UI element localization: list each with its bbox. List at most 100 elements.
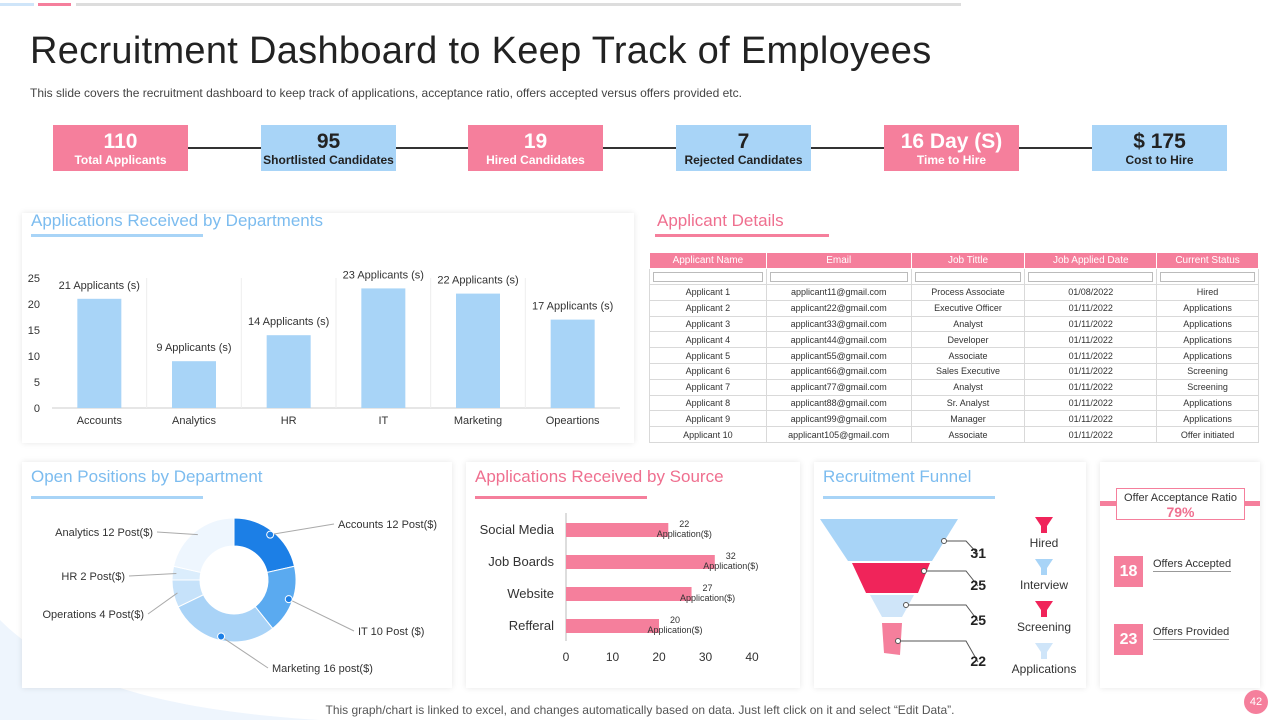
departments-bar-chart: 0 5 10 15 20 25 21 Applicants (s) Accounts 9 App… bbox=[28, 269, 620, 427]
funnel-leader-dot bbox=[895, 638, 901, 644]
recruitment-funnel-chart: 31 25 25 22 Hired Interview Screening Applicati… bbox=[820, 517, 1077, 676]
offers-provided-label: Offers Provided bbox=[1153, 626, 1230, 640]
footer-note: This graph/chart is linked to excel, and… bbox=[325, 703, 955, 717]
slice-label: IT 10 Post ($) bbox=[358, 626, 424, 638]
kpi-value: 110 bbox=[103, 130, 138, 153]
bar-data-label: 9 Applicants (s) bbox=[156, 342, 231, 354]
x-tick-label: 30 bbox=[699, 650, 713, 664]
funnel-stage-label: Applications bbox=[1012, 662, 1077, 676]
x-tick-label: Opeartions bbox=[546, 415, 600, 427]
funnel-leader-line bbox=[898, 640, 979, 663]
filter-input[interactable] bbox=[1028, 271, 1154, 282]
funnel-leader-line bbox=[924, 570, 979, 587]
table-cell: applicant55@gmail.com bbox=[765, 347, 912, 364]
y-category-label: Website bbox=[507, 586, 554, 601]
x-tick-label: 40 bbox=[745, 650, 759, 664]
filter-cell[interactable] bbox=[910, 268, 1026, 285]
offer-ratio-value: 79% bbox=[1166, 504, 1195, 520]
slice-label: Marketing 16 post($) bbox=[272, 663, 373, 675]
filter-cell[interactable] bbox=[1156, 268, 1259, 285]
filter-input[interactable] bbox=[914, 271, 1022, 282]
offers-provided-value: 23 bbox=[1114, 624, 1143, 655]
filter-input[interactable] bbox=[1160, 271, 1255, 282]
filter-input[interactable] bbox=[653, 271, 763, 282]
bar-analytics bbox=[172, 361, 216, 408]
donut-slice-marketing bbox=[177, 594, 274, 643]
funnel-leader-dot bbox=[941, 538, 947, 544]
page-subtitle: This slide covers the recruitment dashbo… bbox=[30, 86, 742, 100]
x-tick-label: IT bbox=[378, 415, 388, 427]
filter-row bbox=[649, 268, 1259, 285]
y-tick-label: 20 bbox=[28, 299, 40, 311]
slice-label: Operations 4 Post($) bbox=[43, 609, 145, 621]
column-header: Job Tittle bbox=[910, 252, 1026, 269]
source-chart-panel bbox=[466, 462, 800, 688]
funnel-icon bbox=[1035, 559, 1053, 575]
filter-input[interactable] bbox=[769, 271, 908, 282]
donut-slice-accounts bbox=[233, 517, 296, 574]
table-cell: applicant99@gmail.com bbox=[765, 410, 912, 428]
offers-accepted-label: Offers Accepted bbox=[1153, 558, 1232, 572]
table-cell: Developer bbox=[910, 331, 1026, 349]
leader-line bbox=[156, 531, 198, 536]
table-cell: Applicant 6 bbox=[649, 362, 767, 380]
funnel-icon bbox=[1035, 601, 1053, 617]
kpi-shortlisted-candidates: 95 Shortlisted Candidates bbox=[261, 125, 396, 171]
funnel-stage-screening bbox=[852, 563, 930, 593]
filter-cell[interactable] bbox=[765, 268, 912, 285]
x-tick-label: HR bbox=[281, 415, 297, 427]
y-tick-label: 0 bbox=[34, 403, 40, 415]
table-row: Applicant 6 applicant66@gmail.com Sales Ex… bbox=[649, 362, 1259, 380]
leader-dot bbox=[266, 530, 275, 539]
kpi-label: Time to Hire bbox=[916, 153, 987, 167]
kpi-value: 7 bbox=[737, 130, 750, 153]
recruitment-funnel-title: Recruitment Funnel bbox=[823, 467, 972, 486]
table-cell: Applicant 1 bbox=[649, 284, 767, 301]
funnel-stage-label: Hired bbox=[1030, 536, 1059, 550]
filter-cell[interactable] bbox=[649, 268, 767, 285]
table-cell: Analyst bbox=[910, 378, 1026, 396]
x-tick-label: Marketing bbox=[454, 415, 502, 427]
table-cell: Offer initiated bbox=[1156, 426, 1259, 443]
table-cell: Applications bbox=[1156, 299, 1259, 317]
bar-data-unit: Application($) bbox=[647, 625, 702, 635]
y-tick-label: 5 bbox=[34, 377, 40, 389]
table-cell: Sr. Analyst bbox=[910, 394, 1026, 412]
filter-cell[interactable] bbox=[1024, 268, 1158, 285]
offers-accepted-value: 18 bbox=[1114, 556, 1143, 587]
table-cell: 01/11/2022 bbox=[1024, 362, 1158, 380]
kpi-time-to-hire: 16 Day (S) Time to Hire bbox=[884, 125, 1019, 171]
bar-data-unit: Application($) bbox=[703, 561, 758, 571]
top-accent-line bbox=[38, 3, 71, 6]
funnel-value-label: 25 bbox=[970, 577, 986, 593]
funnel-value-label: 22 bbox=[970, 653, 986, 669]
table-cell: 01/11/2022 bbox=[1024, 426, 1158, 443]
top-accent-line bbox=[0, 3, 34, 6]
bar-data-label: 27 bbox=[703, 583, 713, 593]
table-row: Applicant 8 applicant88@gmail.com Sr. Anal… bbox=[649, 394, 1259, 412]
bar-social-media bbox=[566, 523, 669, 537]
open-positions-donut-chart: Accounts 12 Post($) IT 10 Post ($) Marketi… bbox=[43, 517, 437, 675]
x-tick-label: 20 bbox=[652, 650, 666, 664]
bar-refferal bbox=[566, 619, 659, 633]
table-cell: applicant105@gmail.com bbox=[765, 426, 912, 443]
table-cell: applicant22@gmail.com bbox=[765, 299, 912, 317]
table-cell: Associate bbox=[910, 347, 1026, 364]
title-underline bbox=[655, 234, 829, 237]
kpi-value: 19 bbox=[523, 130, 548, 153]
column-header: Current Status bbox=[1156, 252, 1259, 269]
table-cell: Applicant 3 bbox=[649, 315, 767, 333]
kpi-label: Shortlisted Candidates bbox=[263, 153, 394, 167]
bar-data-label: 17 Applicants (s) bbox=[532, 301, 613, 313]
table-cell: Executive Officer bbox=[910, 299, 1026, 317]
table-cell: Applicant 2 bbox=[649, 299, 767, 317]
title-underline bbox=[475, 496, 647, 499]
source-chart-title: Applications Received by Source bbox=[475, 467, 724, 486]
table-cell: 01/11/2022 bbox=[1024, 315, 1158, 333]
table-cell: Applicant 9 bbox=[649, 410, 767, 428]
leader-line bbox=[270, 523, 335, 536]
kpi-connector-line bbox=[120, 147, 1160, 149]
x-tick-label: 10 bbox=[606, 650, 620, 664]
funnel-icon bbox=[1035, 643, 1053, 659]
table-cell: 01/08/2022 bbox=[1024, 284, 1158, 301]
